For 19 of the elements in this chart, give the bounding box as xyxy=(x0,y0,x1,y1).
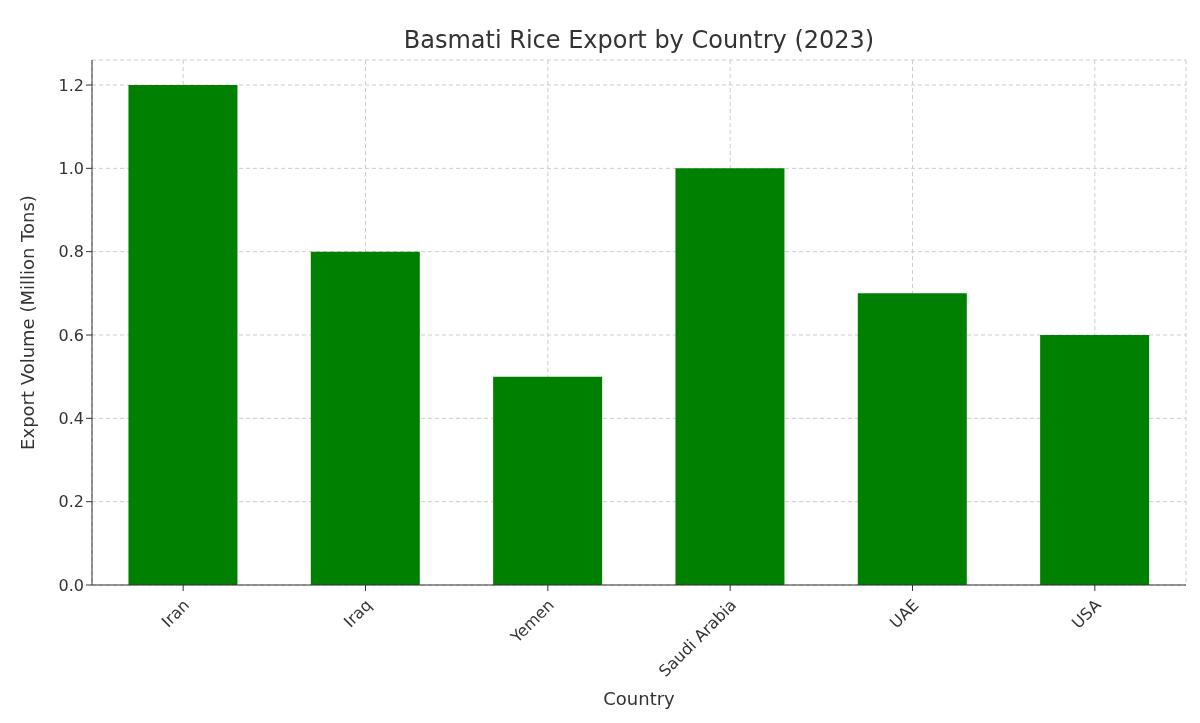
y-tick-label: 1.2 xyxy=(58,75,84,95)
bar xyxy=(493,376,603,585)
x-tick-label: USA xyxy=(1067,595,1105,633)
chart-title: Basmati Rice Export by Country (2023) xyxy=(402,26,876,54)
x-tick-label: Iran xyxy=(157,595,194,631)
y-tick-label: 0.4 xyxy=(58,409,84,429)
bar xyxy=(310,251,420,585)
y-tick-label: 0.8 xyxy=(58,242,84,262)
y-axis-title: Export Volume (Million Tons) xyxy=(17,195,39,450)
y-tick-label: 0.6 xyxy=(58,325,84,345)
bar xyxy=(675,168,785,585)
bar xyxy=(857,293,967,585)
bar xyxy=(1040,335,1150,585)
x-tick-label: Iraq xyxy=(339,595,376,632)
x-axis-title: Country xyxy=(603,688,676,709)
y-tick-label: 0.0 xyxy=(58,575,84,595)
y-tick-label: 0.2 xyxy=(58,492,84,512)
bar xyxy=(128,85,238,585)
y-tick-label: 1.0 xyxy=(58,159,84,179)
